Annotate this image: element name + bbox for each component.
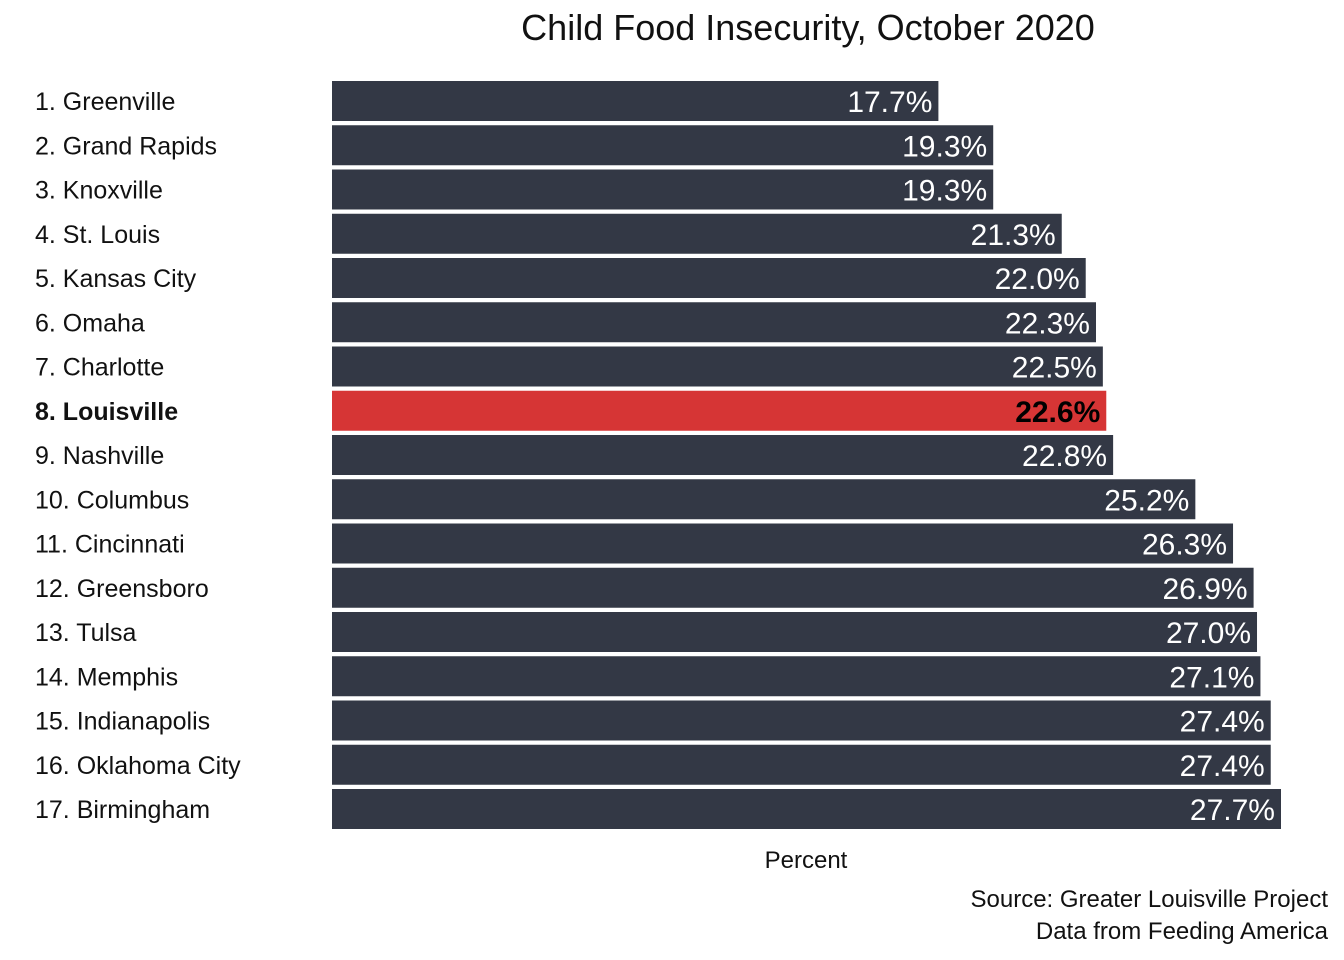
category-label: 17. Birmingham — [35, 796, 210, 824]
bar — [332, 258, 1086, 298]
category-label: 14. Memphis — [35, 663, 178, 691]
category-label: 15. Indianapolis — [35, 708, 210, 736]
category-label: 7. Charlotte — [35, 354, 164, 382]
category-label: 16. Oklahoma City — [35, 752, 241, 780]
category-label: 6. Omaha — [35, 309, 145, 337]
category-label: 2. Grand Rapids — [35, 132, 217, 160]
value-label: 27.0% — [1166, 617, 1251, 650]
category-label: 9. Nashville — [35, 442, 164, 470]
bar — [332, 213, 1062, 254]
value-label: 22.3% — [1005, 307, 1090, 340]
bars-group — [332, 81, 1281, 829]
value-labels-group: 17.7% 19.3% 19.3% 21.3% 22.0% 22.3% 22.5% 22.6%… — [847, 86, 1275, 827]
value-label: 27.4% — [1180, 706, 1265, 739]
bar — [332, 435, 1114, 475]
value-label: 19.3% — [902, 130, 987, 163]
category-label: 12. Greensboro — [35, 575, 209, 603]
bar — [332, 700, 1271, 741]
bar — [332, 612, 1258, 652]
category-label: 1. Greenville — [35, 88, 175, 116]
bar-highlighted — [332, 390, 1107, 431]
bar — [332, 523, 1234, 564]
category-label: 11. Cincinnati — [35, 531, 185, 559]
value-label: 27.4% — [1180, 750, 1265, 783]
category-label: 3. Knoxville — [35, 177, 163, 205]
value-label: 21.3% — [971, 219, 1056, 252]
bar — [332, 744, 1271, 785]
category-labels-group: 1. Greenville 2. Grand Rapids 3. Knoxville… — [35, 88, 241, 824]
value-label: 22.5% — [1012, 352, 1097, 385]
category-label: 13. Tulsa — [35, 619, 137, 647]
category-label: 5. Kansas City — [35, 265, 197, 293]
value-label: 22.6% — [1015, 396, 1100, 429]
value-label: 27.1% — [1169, 661, 1254, 694]
category-label: 10. Columbus — [35, 486, 189, 514]
value-label: 26.3% — [1142, 529, 1227, 562]
chart-title: Child Food Insecurity, October 2020 — [521, 7, 1095, 48]
value-label: 19.3% — [902, 175, 987, 208]
category-label: 4. St. Louis — [35, 221, 160, 249]
value-label: 22.0% — [995, 263, 1080, 296]
bar — [332, 789, 1281, 829]
value-label: 25.2% — [1104, 484, 1189, 517]
source-line-2: Data from Feeding America — [1036, 918, 1329, 945]
source-line-1: Source: Greater Louisville Project — [971, 886, 1329, 913]
bar — [332, 81, 939, 121]
value-label: 22.8% — [1022, 440, 1107, 473]
bar — [332, 169, 994, 210]
value-label: 27.7% — [1190, 794, 1275, 827]
bar — [332, 567, 1254, 608]
value-label: 17.7% — [847, 86, 932, 119]
bar — [332, 656, 1261, 697]
category-label: 8. Louisville — [35, 398, 178, 426]
bar — [332, 302, 1096, 343]
bar — [332, 346, 1103, 387]
x-axis-label: Percent — [765, 847, 848, 874]
bar — [332, 125, 994, 166]
bar — [332, 479, 1196, 520]
value-label: 26.9% — [1163, 573, 1248, 606]
